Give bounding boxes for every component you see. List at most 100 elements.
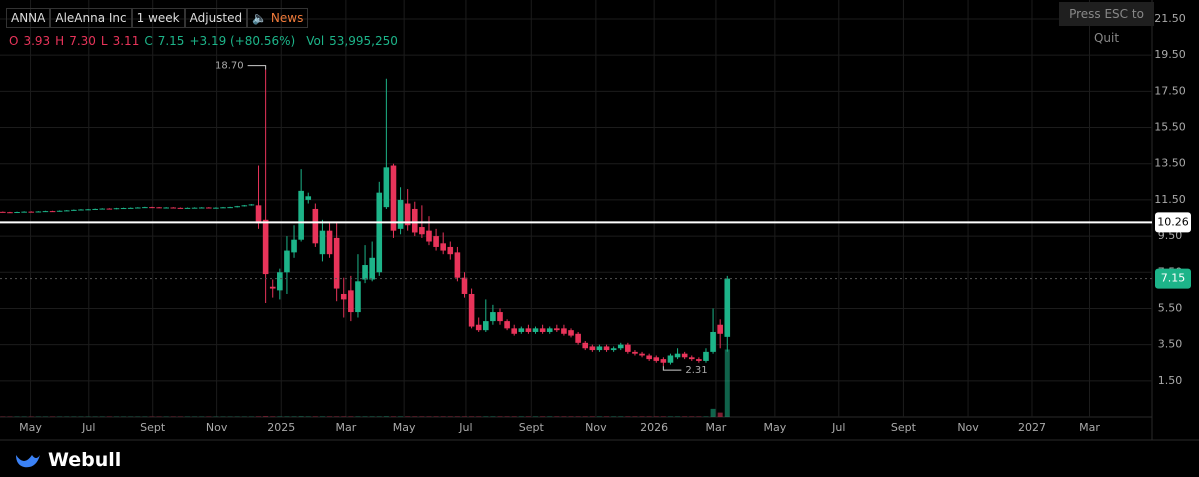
candle-body	[653, 357, 660, 361]
candle-body	[575, 333, 581, 343]
volume-bar	[518, 416, 524, 417]
volume-bar	[419, 416, 425, 417]
open-label: O	[9, 34, 19, 48]
candle-body	[681, 353, 688, 358]
candle-body	[49, 211, 56, 213]
volume-bar	[312, 416, 318, 417]
volume-bar	[291, 416, 297, 417]
candle-body	[468, 293, 475, 327]
candle-body	[582, 342, 589, 349]
volume-bar	[596, 416, 602, 417]
candle-body	[518, 328, 525, 332]
quit-button[interactable]: Press ESC to Quit	[1059, 2, 1154, 45]
volume-bar	[504, 416, 510, 417]
candle-body	[674, 353, 681, 358]
volume-bar	[319, 416, 325, 417]
candle-body	[355, 281, 361, 313]
volume-bar	[525, 416, 531, 417]
volume-bar	[405, 416, 411, 417]
candle-body	[369, 257, 375, 280]
candle-body	[504, 321, 510, 329]
news[interactable]: 🔈 News	[247, 8, 309, 28]
price-badge-label: 10.26	[1157, 215, 1189, 228]
volume-bar	[604, 416, 610, 417]
candle-body	[305, 196, 312, 200]
candle-body	[703, 351, 709, 361]
volume-bar	[639, 416, 645, 417]
candle-body	[646, 355, 652, 360]
volume-bar	[305, 416, 311, 417]
candle-body	[390, 165, 397, 231]
volume-bar	[341, 416, 347, 417]
candle-body	[490, 312, 496, 322]
x-tick-label: Mar	[336, 421, 357, 434]
volume-bar	[575, 416, 581, 417]
y-tick-label: 3.50	[1158, 338, 1183, 351]
volume-bar	[270, 416, 276, 417]
candle-body	[617, 344, 624, 349]
volume-bar	[348, 416, 354, 417]
x-tick-label: Sept	[140, 421, 166, 434]
volume-bar	[440, 416, 446, 417]
volume-bar	[589, 416, 595, 417]
symbol[interactable]: ANNA	[6, 8, 51, 28]
annotation-label: 18.70	[215, 61, 244, 72]
price-badge-label: 7.15	[1161, 272, 1186, 285]
volume-bar	[611, 416, 617, 417]
volume-bar	[547, 416, 553, 417]
candle-body	[348, 290, 354, 313]
volume-bar	[710, 408, 716, 417]
candle-body	[603, 346, 610, 351]
candle-body	[483, 321, 489, 331]
price-badge	[1155, 212, 1191, 233]
x-tick-label: Nov	[957, 421, 979, 434]
candle-body	[156, 207, 162, 209]
candle-body	[106, 208, 113, 210]
candle-body	[170, 207, 177, 209]
volume-bar	[682, 416, 688, 417]
candle-body	[696, 359, 702, 361]
candle-body	[142, 207, 148, 209]
volume-bar	[554, 416, 560, 417]
candle-body	[546, 328, 553, 332]
candle-body	[688, 357, 695, 360]
candle-body	[255, 205, 262, 224]
candle-body	[213, 207, 219, 209]
x-tick-label: May	[393, 421, 416, 434]
interval[interactable]: 1 week	[131, 8, 185, 28]
candle-body	[419, 227, 425, 235]
annotation-label: 2.31	[685, 365, 707, 376]
candle-body	[632, 351, 638, 354]
volume-bar	[660, 416, 666, 417]
candle-body	[383, 167, 390, 208]
candle-body	[234, 206, 241, 208]
candle-body	[277, 272, 283, 291]
volume-bar	[376, 416, 382, 417]
candle-body	[610, 348, 617, 351]
volume-value: 53,995,250	[329, 34, 398, 48]
candle-body	[447, 246, 454, 255]
x-tick-label: 2025	[267, 421, 295, 434]
volume-bar	[689, 416, 695, 417]
candle-body	[710, 331, 716, 352]
adjustment[interactable]: Adjusted	[184, 8, 248, 28]
candle-body	[149, 207, 155, 209]
x-tick-label: May	[19, 421, 42, 434]
candle-body	[0, 211, 6, 213]
volume-bar	[284, 416, 290, 417]
x-tick-label: Sept	[519, 421, 545, 434]
x-tick-label: Jul	[81, 421, 95, 434]
candle-body	[85, 209, 91, 211]
volume-bar	[632, 416, 638, 417]
x-tick-label: Nov	[206, 421, 228, 434]
x-tick-label: Nov	[585, 421, 607, 434]
annotation-leader	[662, 366, 682, 371]
volume-bar	[625, 416, 631, 417]
candle-body	[56, 210, 63, 212]
low-value: 3.11	[112, 34, 140, 48]
candle-body	[21, 211, 27, 213]
candle-body	[184, 207, 191, 209]
ohlc-row: O 3.93 H 7.30 L 3.11 C 7.15 +3.19 (+80.5…	[9, 34, 398, 48]
candle-body	[248, 204, 255, 206]
